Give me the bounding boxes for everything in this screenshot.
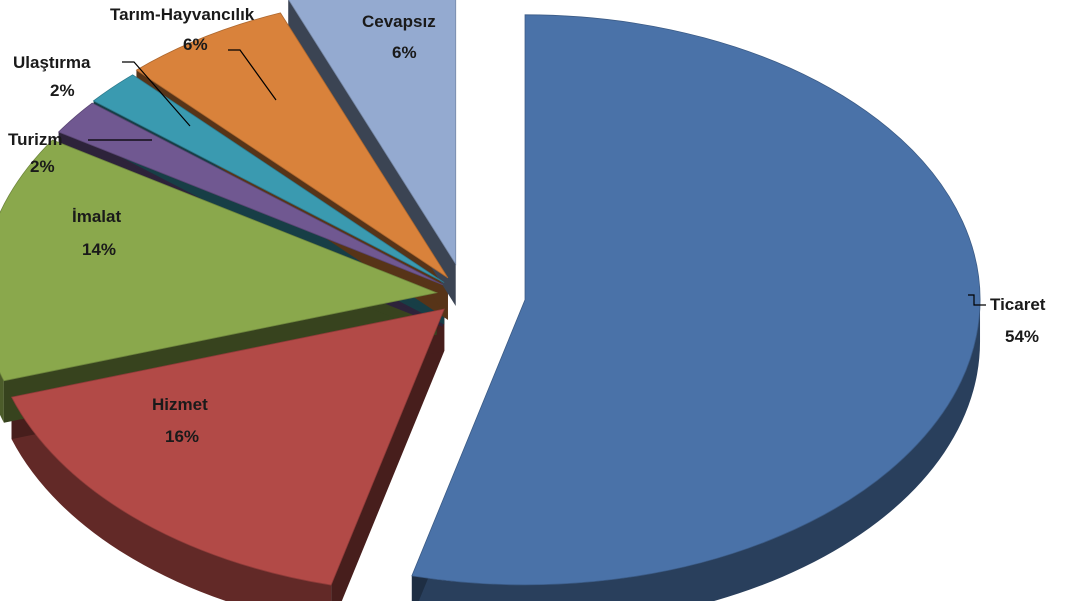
pie-slices: [0, 0, 981, 601]
turizm-value-label: 2%: [30, 157, 55, 176]
slice-cut-hizmet-0: [331, 309, 445, 601]
slice-side-hizmet: [11, 397, 332, 601]
cevapsiz-value-label: 6%: [392, 43, 417, 62]
tarim-value-label: 6%: [183, 35, 208, 54]
hizmet-label: Hizmet: [152, 395, 208, 414]
tarim-leader-line: [228, 49, 277, 101]
slice-side-imalat: [0, 372, 4, 423]
slice-hizmet: [10, 308, 445, 586]
ulastirma-leader-line: [122, 61, 191, 127]
slice-ticaret: [411, 14, 981, 586]
slice-side-ticaret: [411, 299, 981, 601]
tarim-label: Tarım-Hayvancılık: [110, 5, 255, 24]
imalat-value-label: 14%: [82, 240, 116, 259]
slice-ulastirma: [92, 74, 445, 283]
slice-cevapsiz: [288, 0, 457, 266]
ulastirma-value-label: 2%: [50, 81, 75, 100]
ticaret-value-label: 54%: [1005, 327, 1039, 346]
slice-tarim: [135, 12, 449, 279]
ulastirma-label: Ulaştırma: [13, 53, 91, 72]
slice-imalat: [0, 139, 439, 382]
pie-labels: Ticaret 54% Hizmet 16% İmalat 14% Turizm…: [8, 5, 1046, 446]
slice-turizm: [57, 102, 443, 286]
cevapsiz-label: Cevapsız: [362, 12, 436, 31]
ticaret-leader-line: [968, 294, 986, 306]
turizm-label: Turizm: [8, 130, 62, 149]
hizmet-value-label: 16%: [165, 427, 199, 446]
imalat-label: İmalat: [72, 207, 121, 226]
ticaret-label: Ticaret: [990, 295, 1046, 314]
